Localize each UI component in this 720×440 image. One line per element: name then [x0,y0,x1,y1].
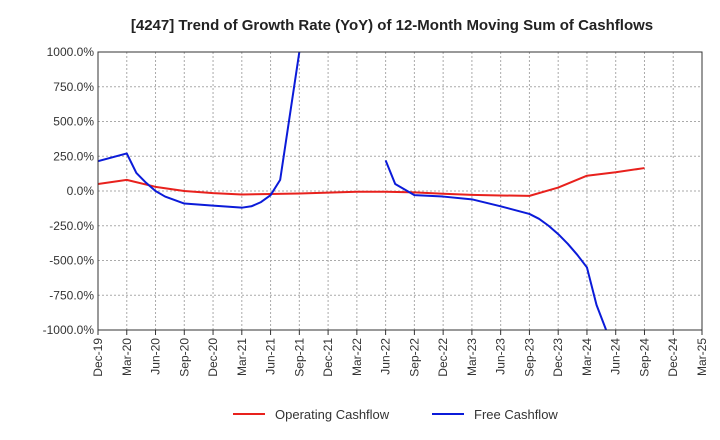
x-tick-label: Dec-20 [206,338,220,377]
y-tick-label: 0.0% [67,184,95,198]
x-tick-label: Mar-22 [350,338,364,376]
series-layer [98,52,645,330]
x-tick-label: Dec-21 [321,338,335,377]
y-tick-label: 250.0% [53,149,94,163]
plot-frame [97,51,703,331]
x-tick-label: Jun-20 [149,338,163,375]
x-tick-label: Jun-21 [264,338,278,375]
x-tick-label: Mar-23 [465,338,479,376]
x-tick-label: Dec-24 [666,338,680,377]
operating-cashflow-line [98,167,645,197]
x-tick-label: Sep-23 [522,338,536,377]
y-tick-label: -500.0% [49,254,94,268]
x-tick-label: Mar-25 [695,338,709,376]
x-tick-label: Mar-21 [235,338,249,376]
x-tick-label: Jun-24 [609,338,623,375]
x-tick-label: Mar-24 [580,338,594,376]
axis-layer: 1000.0% 750.0% 500.0% 250.0% 0.0% -250.0% -500… [43,45,709,377]
x-tick-label: Mar-20 [120,338,134,376]
x-tick-label: Jun-22 [379,338,393,375]
x-tick-label: Sep-20 [177,338,191,377]
free-cashflow-line [98,52,301,209]
legend-label-operating-cashflow: Operating Cashflow [275,407,390,422]
x-tick-label: Sep-22 [407,338,421,377]
y-tick-label: -250.0% [49,219,94,233]
x-tick-label: Jun-23 [494,338,508,375]
x-tick-label: Sep-21 [292,338,306,377]
legend: Operating Cashflow Free Cashflow [233,407,558,422]
chart-title: [4247] Trend of Growth Rate (YoY) of 12-… [131,17,653,34]
x-tick-label: Dec-22 [436,338,450,377]
x-tick-label: Sep-24 [637,338,651,377]
free-cashflow-line [384,160,608,330]
y-tick-label: -1000.0% [43,323,95,337]
y-tick-label: -750.0% [49,288,94,302]
y-tick-label: 500.0% [53,115,94,129]
y-tick-label: 750.0% [53,80,94,94]
legend-item-free-cashflow: Free Cashflow [432,407,558,422]
legend-item-operating-cashflow: Operating Cashflow [233,407,390,422]
grid-layer [97,51,703,331]
x-tick-label: Dec-19 [91,338,105,377]
legend-label-free-cashflow: Free Cashflow [474,407,558,422]
y-tick-label: 1000.0% [47,45,95,59]
x-tick-label: Dec-23 [551,338,565,377]
